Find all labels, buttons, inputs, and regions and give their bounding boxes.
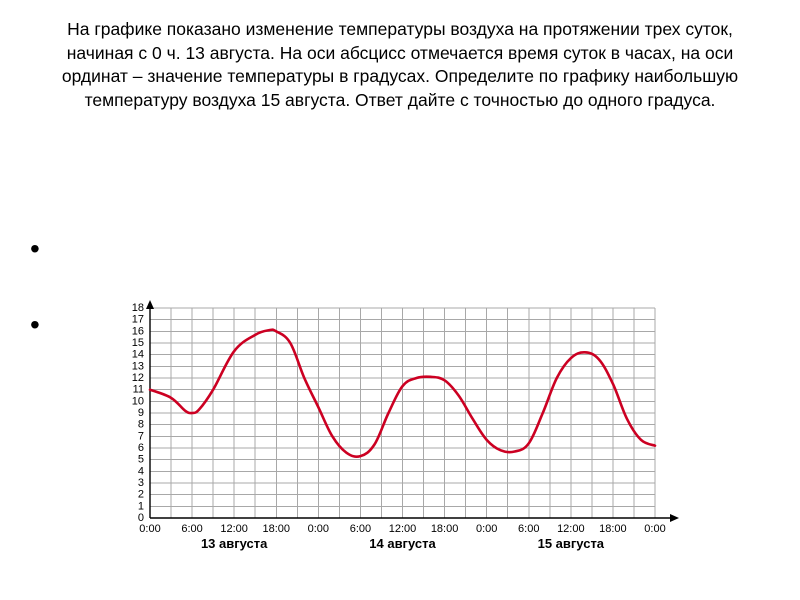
svg-text:4: 4: [138, 465, 144, 477]
svg-text:2: 2: [138, 489, 144, 501]
svg-text:5: 5: [138, 454, 144, 466]
svg-text:0:00: 0:00: [476, 523, 497, 535]
svg-text:14: 14: [132, 349, 144, 361]
svg-text:13: 13: [132, 360, 144, 372]
bullet-marks: ••: [30, 230, 40, 344]
svg-text:10: 10: [132, 395, 144, 407]
svg-text:16: 16: [132, 325, 144, 337]
svg-text:6:00: 6:00: [181, 523, 202, 535]
svg-text:18:00: 18:00: [431, 523, 459, 535]
svg-text:18:00: 18:00: [599, 523, 627, 535]
svg-text:18:00: 18:00: [262, 523, 290, 535]
svg-text:18: 18: [132, 302, 144, 314]
svg-text:0:00: 0:00: [308, 523, 329, 535]
svg-text:6: 6: [138, 442, 144, 454]
svg-text:12:00: 12:00: [220, 523, 248, 535]
svg-text:0:00: 0:00: [644, 523, 665, 535]
svg-text:12: 12: [132, 372, 144, 384]
svg-text:6:00: 6:00: [518, 523, 539, 535]
svg-text:0:00: 0:00: [139, 523, 160, 535]
svg-text:1: 1: [138, 500, 144, 512]
problem-title: На графике показано изменение температур…: [0, 0, 800, 113]
svg-text:15: 15: [132, 337, 144, 349]
svg-text:9: 9: [138, 407, 144, 419]
temperature-chart: 01234567891011121314151617180:006:0012:0…: [110, 300, 690, 560]
svg-text:14 августа: 14 августа: [369, 536, 436, 551]
svg-text:12:00: 12:00: [389, 523, 417, 535]
svg-text:15 августа: 15 августа: [538, 536, 605, 551]
svg-text:12:00: 12:00: [557, 523, 585, 535]
svg-text:6:00: 6:00: [350, 523, 371, 535]
svg-text:3: 3: [138, 477, 144, 489]
svg-text:8: 8: [138, 419, 144, 431]
svg-text:7: 7: [138, 430, 144, 442]
svg-text:13 августа: 13 августа: [201, 536, 268, 551]
svg-text:17: 17: [132, 314, 144, 326]
svg-text:11: 11: [133, 384, 144, 396]
